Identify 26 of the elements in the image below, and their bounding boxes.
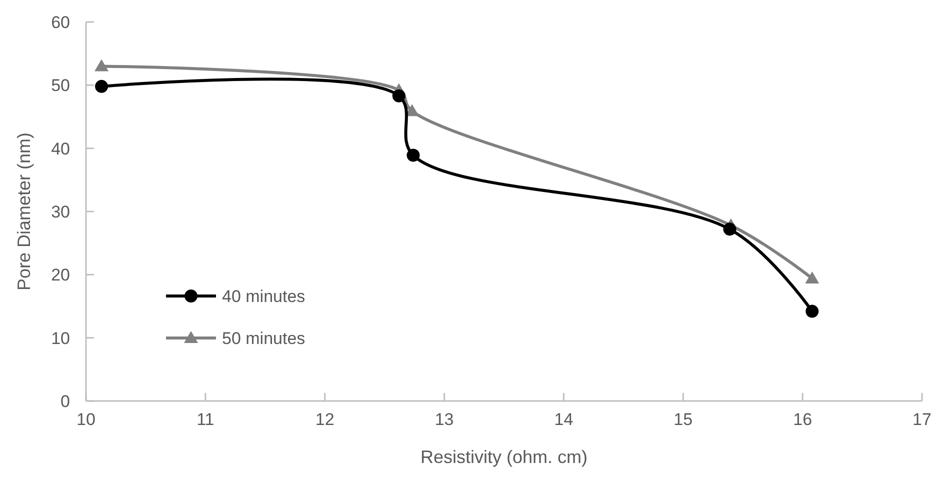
point bbox=[406, 148, 420, 162]
point bbox=[94, 59, 109, 72]
point bbox=[723, 222, 736, 236]
y-tick-label: 30 bbox=[51, 202, 70, 222]
point bbox=[805, 271, 820, 284]
y-tick-label: 20 bbox=[51, 266, 70, 285]
y-tick-label: 10 bbox=[51, 328, 70, 348]
x-axis-title: Resistivity (ohm. cm) bbox=[420, 447, 588, 467]
legend-label: 50 minutes bbox=[222, 328, 306, 348]
x-tick-label: 13 bbox=[434, 410, 454, 429]
x-tick-label: 11 bbox=[196, 410, 214, 429]
y-tick-label: 0 bbox=[60, 392, 70, 411]
point bbox=[806, 304, 819, 318]
x-tick-label: 15 bbox=[674, 410, 693, 429]
point bbox=[392, 89, 406, 102]
x-tick-label: 16 bbox=[793, 410, 812, 429]
y-axis-title: Pore Diameter (nm) bbox=[14, 132, 34, 291]
y-tick-label: 40 bbox=[51, 139, 70, 158]
x-tick-label: 10 bbox=[76, 410, 96, 429]
x-tick-label: 14 bbox=[554, 410, 574, 429]
x-tick-label: 17 bbox=[912, 410, 932, 429]
x-tick-label: 12 bbox=[315, 410, 334, 429]
legend-label: 40 minutes bbox=[222, 286, 306, 306]
y-tick-label: 50 bbox=[51, 76, 70, 96]
y-tick-label: 60 bbox=[51, 12, 70, 32]
point bbox=[95, 80, 108, 93]
